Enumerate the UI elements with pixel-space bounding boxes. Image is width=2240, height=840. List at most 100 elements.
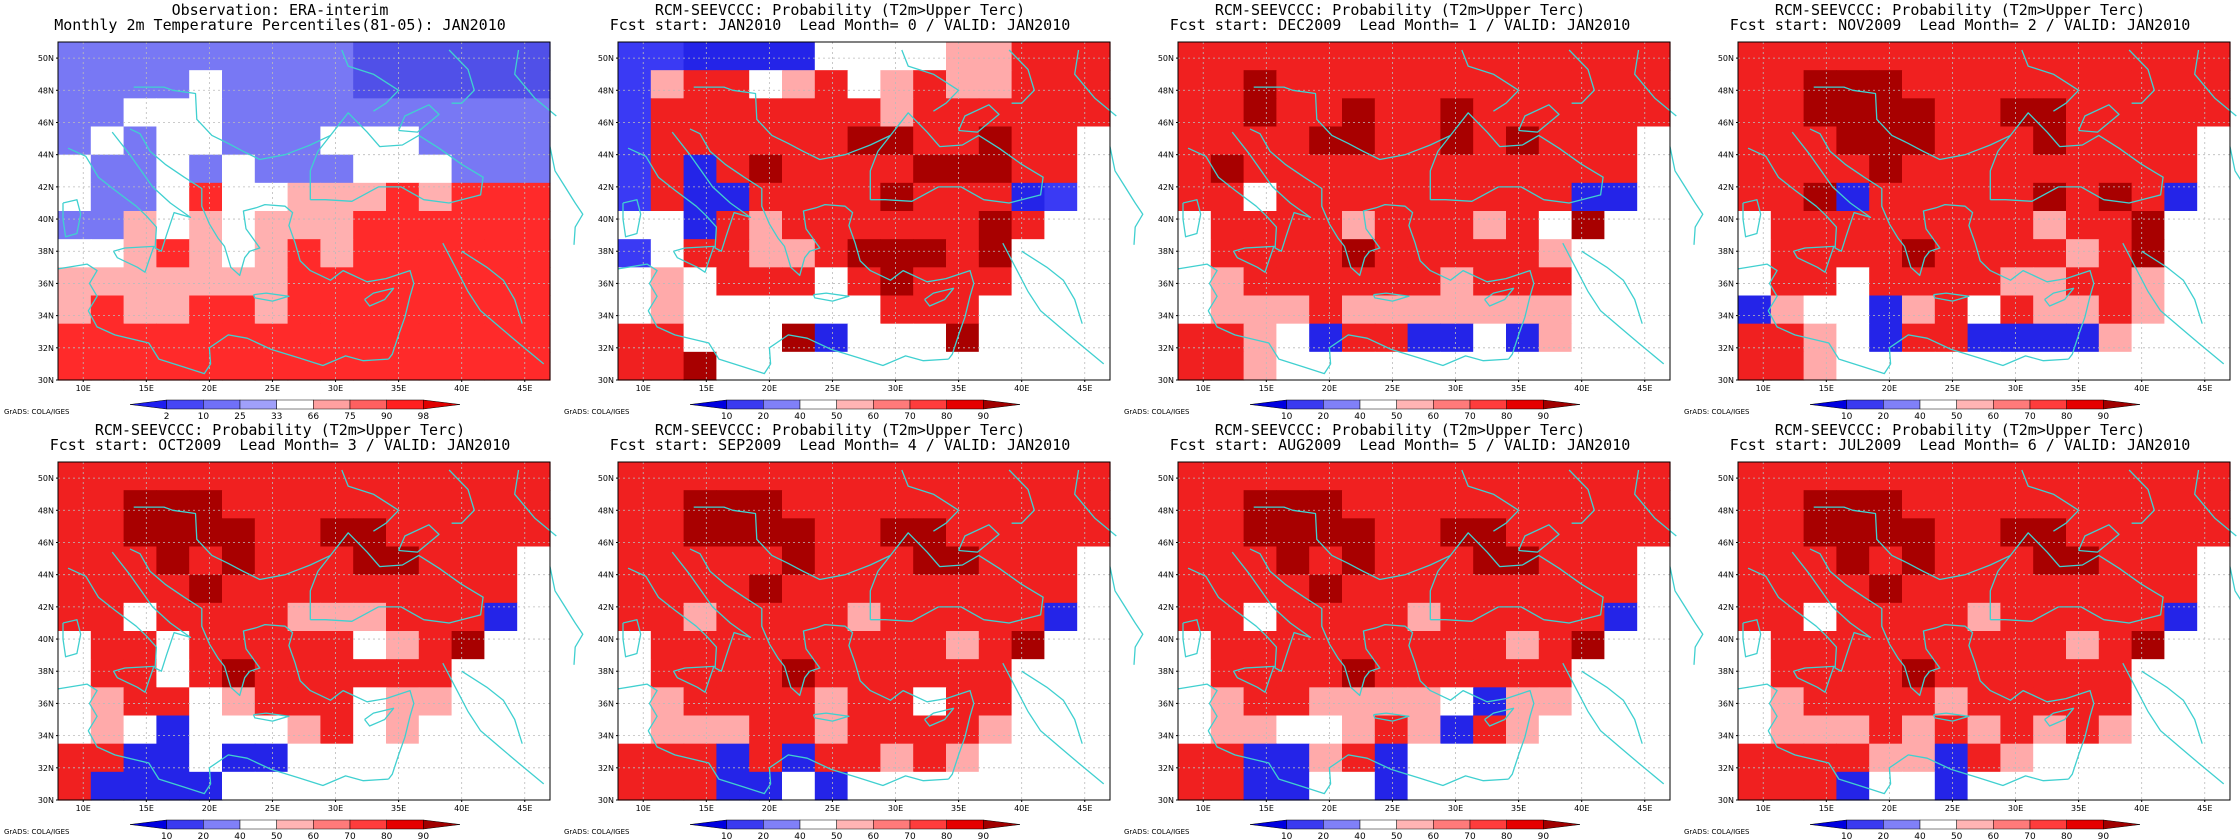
grid-cell: [2164, 490, 2198, 519]
coastline: [617, 683, 949, 795]
grid-cell: [1869, 42, 1903, 71]
lon-tick-label: 40E: [1574, 384, 1589, 393]
grid-cell: [320, 602, 354, 632]
colorbar-segment: [799, 819, 837, 830]
grid-cell: [2098, 211, 2133, 240]
grid-cell: [156, 659, 190, 688]
grads-credit: GrADS: COLA/IGES: [4, 828, 70, 836]
grid-cell: [1967, 239, 2001, 268]
grid-cell: [90, 70, 125, 99]
grid-cell: [1044, 546, 1078, 576]
grid-cell: [1276, 182, 1310, 212]
coastline: [2122, 662, 2225, 785]
grid-cell: [1571, 631, 1605, 660]
grid-cell: [880, 211, 914, 240]
lon-tick-label: 35E: [1511, 804, 1526, 813]
grid-cell: [1902, 295, 1936, 325]
grid-cell: [418, 771, 453, 801]
grid-cell: [58, 295, 92, 325]
grid-cell: [782, 687, 816, 717]
grid-cell: [1538, 602, 1573, 632]
grid-cell: [2164, 715, 2198, 745]
colorbar-label: 70: [1464, 832, 1476, 840]
grid-cell: [1637, 295, 1671, 325]
colorbar-label: 70: [344, 832, 356, 840]
grid-cell: [484, 42, 518, 71]
grid-cell: [880, 239, 914, 268]
grid-cell: [650, 70, 685, 99]
grid-cell: [683, 126, 717, 156]
colorbar-label: 20: [1318, 832, 1330, 840]
panel-title: RCM-SEEVCCC: Probability (T2m>Upper Terc…: [1774, 421, 2146, 439]
grid-cell: [353, 546, 387, 576]
grid-cell: [1637, 631, 1671, 660]
grid-cell: [254, 687, 289, 717]
colorbar-segment: [726, 819, 764, 830]
grid-cell: [1836, 462, 1870, 491]
grid-cell: [1902, 462, 1936, 491]
lat-tick-label: 44N: [1158, 571, 1174, 580]
grid-cell: [386, 154, 420, 184]
grid-cell: [1044, 771, 1078, 801]
grid-cell: [1967, 659, 2001, 688]
colorbar-label: 10: [1281, 412, 1293, 422]
grid-cell: [156, 462, 190, 491]
grid-cell: [716, 771, 750, 801]
grid-cell: [1440, 211, 1474, 240]
grid-cell: [1803, 771, 1837, 801]
grid-cell: [650, 602, 685, 632]
colorbar-segment: [1846, 399, 1884, 410]
grid-cell: [847, 462, 881, 491]
grid-cell: [1276, 715, 1310, 745]
grid-cell: [1902, 239, 1936, 268]
grid-cell: [2000, 182, 2034, 212]
coastlines: [1177, 49, 1704, 375]
grid-cell: [58, 154, 92, 184]
grid-cell: [1011, 771, 1045, 801]
grid-cell: [1473, 239, 1507, 268]
grid-cell: [978, 659, 1013, 688]
grid-cell: [782, 154, 816, 184]
lat-tick-label: 50N: [38, 474, 54, 483]
coastline: [2128, 469, 2155, 524]
coastline: [1747, 131, 1872, 252]
lat-tick-label: 30N: [38, 796, 54, 805]
grid-cell: [1407, 70, 1441, 99]
coastline: [252, 712, 290, 722]
grid-cell: [1243, 211, 1277, 240]
grid-cell: [814, 267, 849, 297]
grid-cell: [847, 42, 881, 71]
grid-cell: [880, 267, 914, 297]
grid-cell: [1210, 42, 1245, 71]
grid-cell: [1178, 546, 1212, 576]
grid-cell: [1374, 659, 1409, 688]
grid-cell: [1342, 351, 1376, 381]
grid-cell: [1637, 490, 1671, 519]
grid-cell: [716, 715, 750, 745]
grid-cell: [650, 715, 685, 745]
grid-cell: [946, 659, 980, 688]
coastline: [1742, 619, 1762, 658]
grid-cell: [1342, 715, 1376, 745]
grid-cell: [782, 771, 816, 801]
grid-cell: [1473, 70, 1507, 99]
grid-cell: [1374, 323, 1409, 353]
coastline: [672, 665, 715, 693]
lat-tick-label: 42N: [1158, 183, 1174, 192]
lat-tick-label: 36N: [598, 699, 614, 708]
grid-cell: [2164, 546, 2198, 576]
grid-cell: [90, 771, 125, 801]
coastline: [133, 506, 331, 581]
grads-credit: GrADS: COLA/IGES: [1124, 408, 1190, 416]
grid-cell: [1077, 546, 1111, 576]
grid-cell: [716, 462, 750, 491]
grid-cell: [814, 462, 849, 491]
grid-cell: [484, 687, 518, 717]
grid-cell: [1803, 462, 1837, 491]
grid-cell: [1506, 715, 1540, 745]
grid-cell: [189, 687, 223, 717]
grid-cell: [1803, 267, 1837, 297]
grid-cell: [287, 631, 321, 660]
grid-cell: [1243, 715, 1277, 745]
colorbar-segment: [313, 399, 351, 410]
